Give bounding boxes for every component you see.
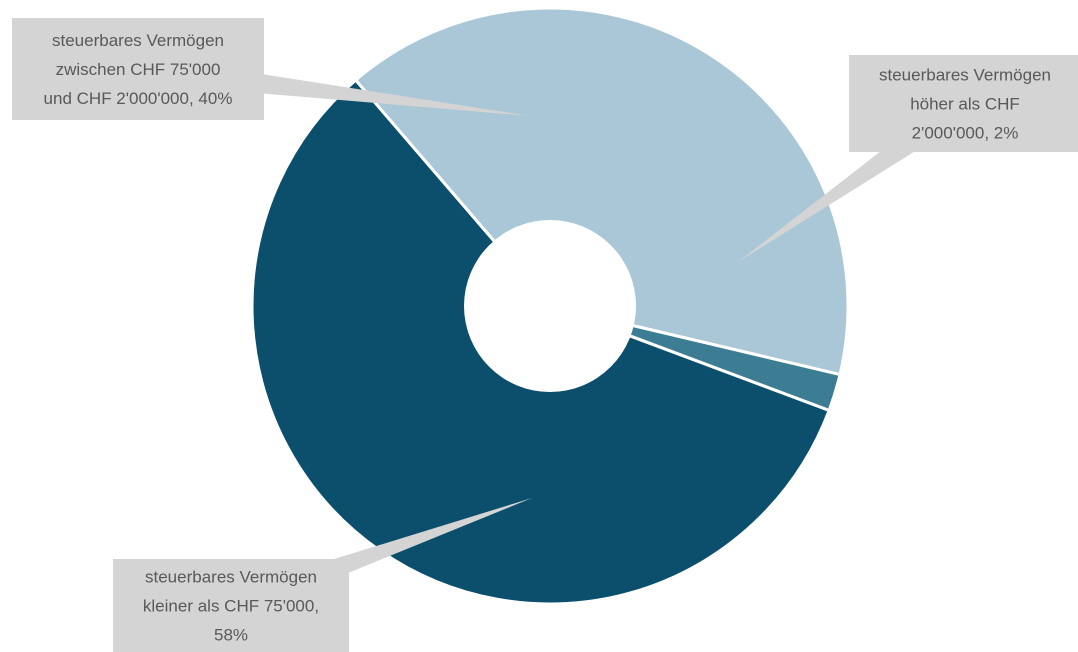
doughnut-hole	[464, 220, 636, 392]
data-label-2-line-2: zwischen CHF 75'000	[56, 60, 221, 79]
callouts-layer: steuerbares Vermögen kleiner als CHF 75'0…	[12, 18, 1078, 652]
pie-slice-2	[354, 6, 850, 377]
callout-box-3	[849, 55, 1078, 152]
data-label-2-line-1: steuerbares Vermögen	[52, 31, 224, 50]
callout-box-1	[113, 559, 349, 652]
data-label-1-line-3: 58%	[214, 626, 248, 645]
data-label-3-line-1: steuerbares Vermögen	[879, 66, 1051, 85]
data-label-3-line-2: höher als CHF	[910, 95, 1020, 114]
data-label-2-line-3: und CHF 2'000'000, 40%	[44, 89, 233, 108]
data-label-3-line-3: 2'000'000, 2%	[912, 124, 1019, 143]
callout-box-2	[12, 18, 264, 120]
data-label-1-line-2: kleiner als CHF 75'000,	[143, 597, 319, 616]
data-label-1-line-1: steuerbares Vermögen	[145, 568, 317, 587]
